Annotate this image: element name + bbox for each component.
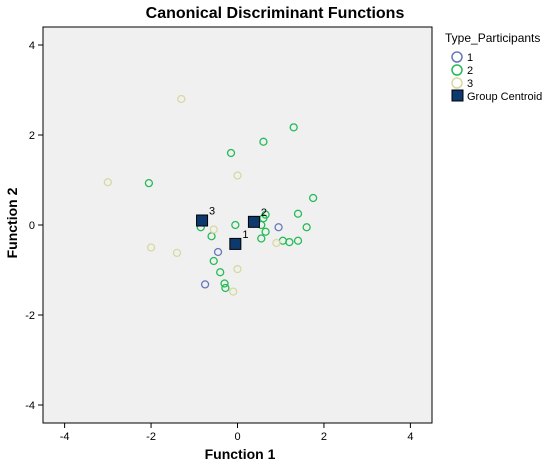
y-tick-label: 4 <box>29 40 35 52</box>
data-point-group-3 <box>229 287 238 296</box>
legend-label: Group Centroid <box>467 91 542 103</box>
group-centroids: 1 2 3 <box>196 206 267 250</box>
x-tick-label: 2 <box>321 431 327 443</box>
data-point-group-2 <box>285 237 294 247</box>
group-centroid-1 <box>229 237 242 250</box>
group-centroid-3 <box>196 214 209 227</box>
legend-swatch-group-2 <box>451 64 463 76</box>
data-point-group-3 <box>146 243 156 252</box>
data-point-group-1 <box>274 223 283 232</box>
data-point-group-2 <box>209 256 218 266</box>
plot-area <box>42 26 433 424</box>
legend-title: Type_Participants <box>445 31 540 45</box>
data-point-group-3 <box>103 178 112 187</box>
data-point-group-2 <box>302 223 311 232</box>
data-point-group-3 <box>272 238 281 248</box>
legend-swatch-group-1 <box>451 51 463 63</box>
data-point-group-3 <box>209 225 218 234</box>
legend-label: 1 <box>467 52 473 64</box>
data-point-group-3 <box>177 94 186 104</box>
centroid-label: 2 <box>261 207 267 219</box>
data-point-group-2 <box>289 123 298 132</box>
group-centroid-2 <box>247 215 260 228</box>
y-tick-label: -4 <box>25 400 35 412</box>
centroid-label: 1 <box>242 229 248 241</box>
x-tick-label: -2 <box>146 431 156 443</box>
data-point-group-3 <box>172 248 182 258</box>
data-point-group-2 <box>231 220 240 230</box>
data-point-group-1 <box>200 280 210 289</box>
y-axis-label: Function 2 <box>4 187 20 258</box>
x-tick-label: 0 <box>234 431 240 443</box>
x-tick-label: -4 <box>60 431 70 443</box>
data-point-group-2 <box>216 268 225 277</box>
centroid-label: 3 <box>209 206 215 218</box>
y-tick-label: 0 <box>29 220 35 232</box>
data-point-group-2 <box>226 148 236 158</box>
data-points <box>103 94 318 296</box>
data-point-group-2 <box>259 137 268 146</box>
data-point-group-2 <box>293 209 303 218</box>
axis-ticks: -4 -2 0 2 4 -4 -2 0 2 4 <box>25 40 413 443</box>
data-point-group-2 <box>308 193 318 203</box>
chart-title: Canonical Discriminant Functions <box>146 5 405 22</box>
data-point-group-3 <box>233 171 242 180</box>
x-tick-label: 4 <box>407 431 413 443</box>
data-point-group-2 <box>257 234 266 243</box>
legend-swatch-centroid <box>451 89 464 102</box>
data-point-group-3 <box>233 264 242 274</box>
legend-label: 3 <box>467 78 473 90</box>
y-tick-label: 2 <box>29 130 35 142</box>
data-point-group-2 <box>261 227 270 236</box>
data-point-group-1 <box>213 247 223 257</box>
data-point-group-2 <box>221 283 230 293</box>
data-point-group-2 <box>144 178 154 188</box>
y-tick-label: -2 <box>25 310 35 322</box>
data-point-group-2 <box>293 236 303 245</box>
legend-label: 2 <box>467 65 473 77</box>
x-axis-label: Function 1 <box>205 446 276 462</box>
legend-swatch-group-3 <box>451 77 463 89</box>
data-point-group-2 <box>220 279 229 288</box>
